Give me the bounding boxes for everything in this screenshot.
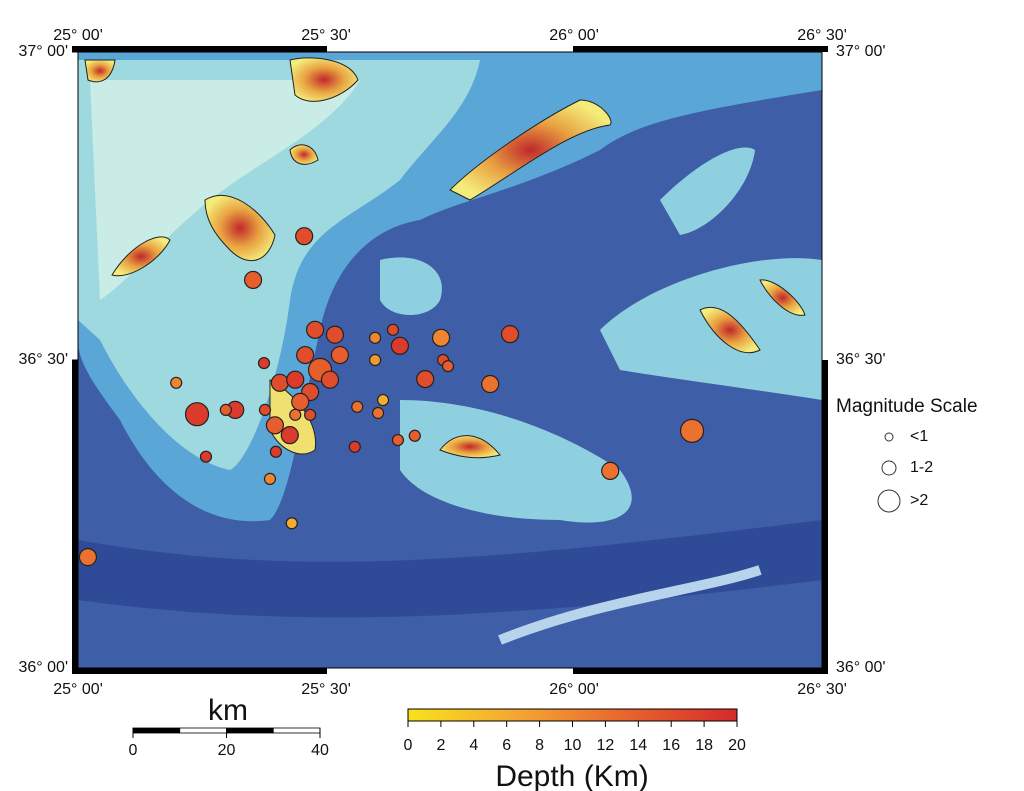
earthquake — [289, 408, 302, 421]
earthquake — [369, 331, 382, 344]
y-tick-label-right: 36° 00' — [836, 659, 886, 676]
scale-segment — [179, 727, 227, 734]
earthquake — [601, 461, 620, 480]
earthquake — [348, 440, 361, 453]
earthquake — [305, 320, 325, 339]
colorbar-tick-label: 14 — [629, 737, 647, 754]
earthquake — [269, 445, 283, 458]
legend-label: >2 — [910, 492, 928, 509]
earthquake — [390, 336, 410, 355]
colorbar-tick-label: 16 — [662, 737, 680, 754]
earthquake — [330, 345, 349, 365]
colorbar-tick-label: 6 — [502, 737, 511, 754]
legend-symbol — [877, 489, 901, 513]
earthquake — [296, 345, 315, 365]
earthquake — [170, 376, 183, 389]
y-tick-label-left: 36° 30' — [19, 351, 69, 368]
earthquake — [369, 353, 382, 367]
x-tick-label-bottom: 25° 30' — [301, 681, 351, 698]
frame-bars — [72, 46, 828, 674]
legend-title: Magnitude Scale — [836, 396, 978, 417]
scale-tick-label: 40 — [311, 742, 329, 759]
legend-label: 1-2 — [910, 459, 933, 476]
earthquake — [258, 403, 272, 416]
earthquake — [243, 270, 263, 290]
earthquake — [679, 418, 705, 443]
earthquake — [280, 426, 299, 445]
earthquake — [320, 370, 340, 389]
x-tick-label-top: 26° 30' — [797, 27, 847, 44]
y-tick-label-left: 36° 00' — [19, 659, 69, 676]
earthquake — [270, 373, 289, 392]
scale-unit: km — [208, 694, 248, 727]
colorbar — [407, 708, 738, 722]
y-tick-label-left: 37° 00' — [19, 43, 69, 60]
colorbar-tick-label: 20 — [728, 737, 746, 754]
earthquake — [199, 450, 213, 463]
earthquake — [295, 227, 314, 246]
colorbar-tick-label: 4 — [469, 737, 478, 754]
legend-symbol — [884, 432, 894, 442]
earthquake — [291, 392, 310, 411]
earthquake — [325, 325, 345, 344]
colorbar-title: Depth (Km) — [495, 760, 648, 791]
scale-segment — [226, 727, 274, 734]
earthquake — [431, 328, 451, 347]
earthquake — [286, 370, 305, 389]
earthquake — [257, 356, 271, 370]
x-tick-label-bottom: 26° 30' — [797, 681, 847, 698]
earthquake — [416, 369, 435, 389]
colorbar-tick-label: 8 — [535, 737, 544, 754]
earthquake — [351, 400, 364, 413]
x-tick-label-top: 25° 30' — [301, 27, 351, 44]
earthquake — [78, 548, 98, 567]
earthquake — [371, 406, 385, 420]
colorbar-tick-label: 0 — [404, 737, 413, 754]
legend-symbol — [881, 460, 897, 476]
scale-tick-label: 0 — [129, 742, 138, 759]
earthquake — [441, 360, 455, 373]
y-tick-label-right: 36° 30' — [836, 351, 886, 368]
scale-tick-label: 20 — [218, 742, 236, 759]
scale-segment — [272, 727, 321, 734]
x-tick-label-top: 25° 00' — [53, 27, 103, 44]
earthquake — [285, 517, 298, 530]
legend-label: <1 — [910, 428, 928, 445]
earthquake — [500, 325, 520, 344]
x-tick-label-top: 26° 00' — [549, 27, 599, 44]
earthquake — [263, 472, 277, 485]
earthquake — [376, 393, 390, 407]
colorbar-tick-label: 10 — [564, 737, 582, 754]
earthquake — [265, 416, 285, 435]
colorbar-tick-label: 18 — [695, 737, 713, 754]
terrain — [78, 52, 822, 668]
earthquake — [391, 433, 405, 447]
x-tick-label-bottom: 26° 00' — [549, 681, 599, 698]
earthquake — [304, 408, 317, 421]
earthquake — [481, 374, 500, 394]
scale-segment — [132, 727, 181, 734]
earthquake — [386, 323, 400, 336]
colorbar-tick-label: 2 — [436, 737, 445, 754]
earthquake — [408, 429, 421, 442]
earthquake — [219, 403, 232, 416]
x-tick-label-bottom: 25° 00' — [53, 681, 103, 698]
y-tick-label-right: 37° 00' — [836, 43, 886, 60]
earthquake — [184, 402, 210, 427]
colorbar-tick-label: 12 — [597, 737, 615, 754]
